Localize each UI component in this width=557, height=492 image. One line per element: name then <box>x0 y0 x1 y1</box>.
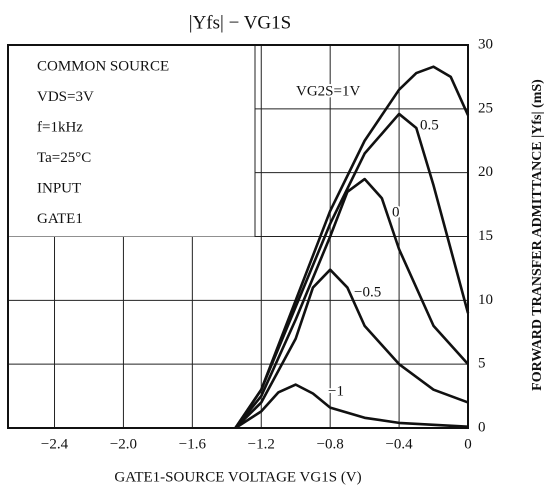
plot-frame <box>7 44 469 429</box>
annotation: Ta=25°C <box>37 150 91 166</box>
y-tick-label: 10 <box>478 292 493 308</box>
chart-title: |Yfs| − VG1S <box>189 12 291 33</box>
x-tick-label: −0.4 <box>385 436 413 452</box>
series-label: −1 <box>328 383 344 399</box>
x-tick-label: −2.4 <box>41 436 69 452</box>
annotation: VDS=3V <box>37 89 94 105</box>
curve <box>234 112 470 429</box>
y-tick-label: 20 <box>478 164 493 180</box>
y-tick-label: 25 <box>478 100 493 116</box>
x-tick-label: 0 <box>464 436 472 452</box>
series-label: 0.5 <box>420 117 439 133</box>
annotation: COMMON SOURCE <box>37 58 169 74</box>
y-tick-label: 0 <box>478 419 486 435</box>
x-axis-label: GATE1-SOURCE VOLTAGE VG1S (V) <box>114 469 361 485</box>
curve <box>234 177 469 429</box>
y-axis-label: FORWARD TRANSFER ADMITTANCE |Yfs| (mS) <box>530 79 545 391</box>
annotation: INPUT <box>37 180 81 196</box>
y-tick-label: 5 <box>478 356 486 372</box>
annotation-box <box>9 46 255 237</box>
annotation: f=1kHz <box>37 119 83 135</box>
curve <box>234 268 469 429</box>
x-tick-label: −2.0 <box>110 436 137 452</box>
curve <box>234 383 469 430</box>
x-tick-label: −1.6 <box>179 436 207 452</box>
y-tick-label: 15 <box>478 228 493 244</box>
x-tick-label: −1.2 <box>248 436 275 452</box>
series-label: 0 <box>392 204 400 220</box>
y-tick-label: 30 <box>478 36 493 52</box>
series-label: VG2S=1V <box>296 83 360 99</box>
annotation: GATE1 <box>37 211 83 227</box>
series-label: −0.5 <box>354 284 381 300</box>
x-tick-label: −0.8 <box>317 436 344 452</box>
